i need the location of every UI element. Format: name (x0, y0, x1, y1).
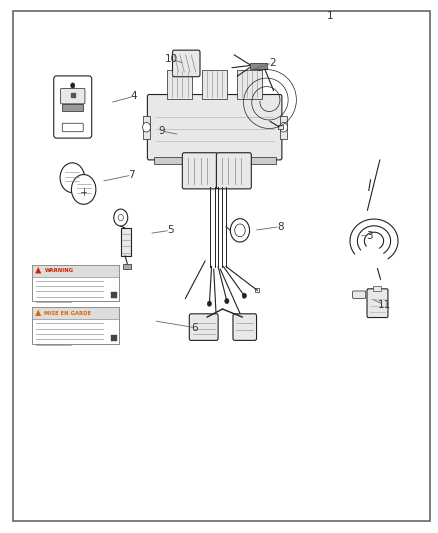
FancyBboxPatch shape (148, 94, 282, 160)
FancyBboxPatch shape (173, 50, 200, 77)
Text: 5: 5 (167, 225, 173, 236)
FancyBboxPatch shape (32, 265, 120, 301)
FancyBboxPatch shape (32, 308, 120, 344)
Bar (32, 308, 120, 319)
Bar (255, 288, 259, 292)
Text: 9: 9 (158, 126, 165, 136)
Text: 4: 4 (131, 91, 137, 101)
Circle shape (60, 163, 85, 192)
Bar (250, 63, 267, 69)
Bar (111, 335, 117, 341)
FancyBboxPatch shape (367, 289, 388, 318)
FancyBboxPatch shape (60, 88, 85, 104)
Bar (143, 116, 150, 139)
Text: 7: 7 (128, 170, 135, 180)
Text: 11: 11 (378, 300, 391, 310)
FancyBboxPatch shape (182, 153, 217, 189)
Bar (111, 292, 117, 298)
Circle shape (114, 209, 128, 226)
FancyBboxPatch shape (54, 76, 92, 138)
Text: 8: 8 (277, 222, 283, 232)
Circle shape (143, 123, 150, 132)
Bar (32, 265, 120, 277)
FancyBboxPatch shape (353, 291, 366, 298)
FancyBboxPatch shape (167, 70, 192, 99)
Circle shape (235, 224, 245, 237)
Text: MISE EN GARDE: MISE EN GARDE (44, 311, 92, 316)
Circle shape (230, 219, 250, 242)
Bar (278, 125, 283, 129)
Bar (121, 228, 131, 256)
Polygon shape (35, 310, 41, 316)
FancyBboxPatch shape (189, 314, 218, 341)
Text: 1: 1 (327, 11, 334, 21)
Circle shape (225, 298, 229, 304)
Text: 3: 3 (366, 231, 373, 241)
FancyBboxPatch shape (202, 70, 227, 99)
Polygon shape (35, 267, 41, 273)
Circle shape (207, 301, 212, 306)
FancyBboxPatch shape (62, 123, 83, 132)
Circle shape (71, 83, 75, 88)
Circle shape (71, 174, 96, 204)
FancyBboxPatch shape (233, 314, 257, 341)
Bar (62, 104, 83, 111)
FancyBboxPatch shape (237, 70, 262, 99)
Bar (373, 286, 381, 291)
FancyBboxPatch shape (216, 153, 251, 189)
Circle shape (242, 293, 247, 298)
Circle shape (280, 123, 288, 132)
Bar (153, 157, 276, 164)
Text: 6: 6 (192, 322, 198, 333)
Text: 2: 2 (269, 58, 276, 68)
Text: WARNING: WARNING (44, 268, 74, 273)
Text: 10: 10 (164, 54, 177, 64)
Circle shape (118, 214, 124, 221)
Bar (124, 264, 131, 269)
Bar (280, 116, 287, 139)
